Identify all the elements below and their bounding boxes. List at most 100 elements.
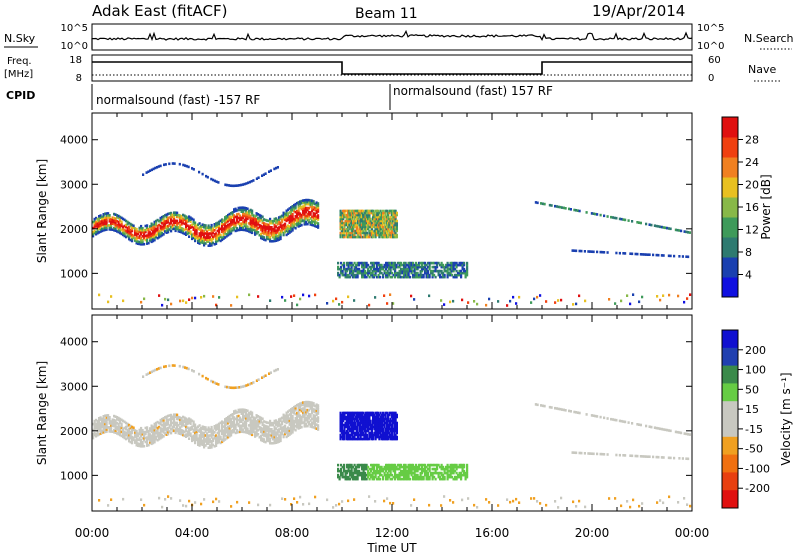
echo-cell [264, 374, 267, 377]
echo-cell [460, 269, 463, 273]
echo-cell [117, 224, 120, 228]
echo-cell [375, 225, 378, 229]
echo-cell [116, 432, 119, 435]
echo-cell [269, 217, 272, 221]
echo-cell [375, 227, 378, 231]
echo-cell [385, 437, 388, 441]
echo-cell [126, 222, 129, 226]
echo-cell [282, 425, 285, 429]
power-data-layer [92, 162, 692, 307]
echo-cell [143, 242, 146, 246]
echo-cell [185, 233, 188, 236]
echo-cell [403, 467, 406, 471]
echo-cell [400, 473, 403, 477]
echo-cell [463, 471, 466, 475]
echo-cell [192, 236, 195, 240]
echo-cell [413, 469, 416, 473]
echo-cell [222, 223, 225, 226]
echo-cell [182, 231, 185, 235]
echo-cell [375, 215, 378, 219]
echo-cell [140, 445, 143, 448]
echo-cell [209, 228, 212, 231]
echo-cell [308, 210, 311, 214]
echo-cell [371, 475, 374, 479]
echo-cell [138, 430, 141, 434]
echo-cell [379, 419, 382, 423]
echo-cell [147, 241, 150, 245]
echo-cell [375, 421, 378, 425]
echo-cell [415, 475, 418, 479]
echo-cell [382, 429, 385, 433]
echo-cell [191, 427, 194, 431]
echo-cell [308, 404, 311, 408]
echo-cell [345, 233, 348, 237]
echo-cell [382, 275, 385, 279]
echo-cell [255, 220, 258, 223]
echo-cell [179, 216, 182, 219]
echo-cell [254, 427, 257, 430]
echo-cell [120, 228, 123, 232]
echo-cell [314, 418, 317, 422]
echo-cell [248, 180, 251, 184]
echo-cell [345, 231, 348, 235]
echo-cell [92, 220, 95, 224]
echo-cell [392, 465, 395, 469]
echo-cell [153, 426, 156, 430]
echo-cell [362, 465, 365, 469]
echo-cell [201, 233, 204, 237]
echo-cell [385, 465, 388, 469]
echo-cell [248, 424, 251, 427]
echo-cell [367, 421, 370, 425]
echo-cell [431, 473, 434, 477]
echo-cell [189, 434, 192, 438]
echo-cell [200, 234, 203, 238]
echo-cell [258, 217, 261, 221]
echo-cell [449, 273, 452, 277]
echo-cell [117, 430, 120, 434]
echo-cell [150, 226, 153, 230]
echo-cell [315, 419, 318, 422]
echo-cell [249, 224, 252, 228]
echo-cell [165, 429, 168, 432]
echo-cell [433, 265, 436, 269]
echo-cell [180, 419, 183, 422]
echo-cell [224, 220, 227, 223]
echo-cell [294, 202, 297, 206]
echo-cell [294, 218, 297, 222]
echo-cell [349, 417, 352, 421]
echo-cell [385, 263, 388, 267]
echo-cell [364, 275, 367, 279]
echo-cell [180, 223, 183, 226]
echo-cell [387, 213, 390, 217]
echo-cell [179, 428, 182, 431]
echo-cell [258, 417, 261, 421]
echo-cell [234, 223, 237, 227]
echo-cell [126, 424, 129, 428]
echo-cell [210, 223, 213, 227]
echo-cell [285, 435, 288, 439]
echo-cell [150, 424, 153, 428]
echo-cell [246, 415, 249, 419]
echo-cell [278, 216, 281, 219]
echo-cell [360, 411, 363, 415]
echo-cell [155, 423, 158, 427]
echo-cell [116, 230, 119, 233]
echo-cell [213, 445, 216, 448]
echo-cell [622, 454, 625, 457]
echo-cell [536, 201, 539, 205]
echo-cell [583, 452, 586, 455]
echo-cell [380, 231, 383, 235]
echo-cell [449, 471, 452, 475]
echo-cell [176, 219, 179, 223]
echo-cell [413, 467, 416, 471]
echo-cell [358, 263, 361, 267]
echo-cell [434, 275, 437, 279]
echo-cell [388, 463, 391, 467]
echo-cell [386, 261, 389, 265]
echo-cell [407, 473, 410, 477]
echo-cell [425, 469, 428, 473]
echo-cell [314, 214, 317, 218]
echo-cell [554, 204, 557, 208]
echo-cell [380, 427, 383, 431]
echo-cell [150, 222, 153, 226]
